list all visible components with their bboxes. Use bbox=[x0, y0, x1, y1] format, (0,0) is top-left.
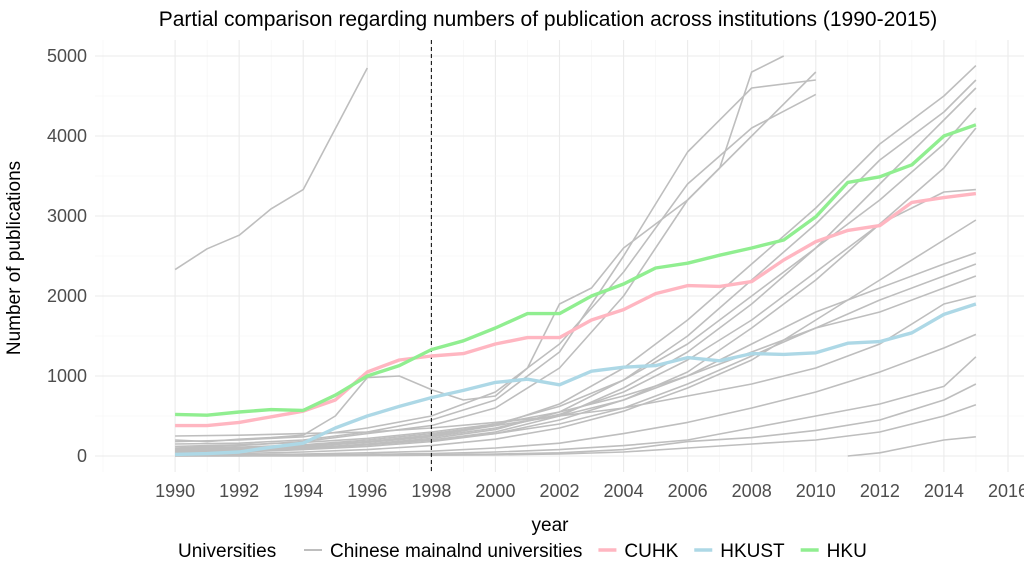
y-tick-label: 2000 bbox=[47, 286, 87, 306]
series-line-mainland bbox=[175, 65, 977, 452]
x-tick-label: 2014 bbox=[924, 481, 964, 501]
series-line-hkust bbox=[175, 302, 977, 457]
x-tick-label: 1994 bbox=[283, 481, 323, 501]
x-tick-label: 1998 bbox=[411, 481, 451, 501]
y-tick-label: 4000 bbox=[47, 126, 87, 146]
background-series-group bbox=[174, 55, 977, 457]
x-axis-label: year bbox=[532, 515, 570, 536]
series-line-hku bbox=[175, 123, 977, 417]
x-tick-label: 1992 bbox=[219, 481, 259, 501]
series-line-mainland bbox=[175, 93, 817, 443]
series-line-mainland bbox=[175, 127, 977, 455]
y-tick-label: 3000 bbox=[47, 206, 87, 226]
highlight-series-group bbox=[175, 123, 977, 457]
y-axis-label: Number of publications bbox=[4, 161, 25, 355]
series-line-mainland bbox=[175, 263, 977, 452]
grid-lines bbox=[95, 40, 1024, 472]
series-line-mainland bbox=[175, 404, 977, 457]
legend: Universities Chinese mainalnd universiti… bbox=[178, 541, 867, 562]
series-line-mainland bbox=[175, 333, 977, 456]
legend-title: Universities bbox=[178, 541, 276, 562]
series-line-mainland bbox=[175, 79, 816, 445]
y-axis-ticks: 0 1000 2000 3000 4000 5000 bbox=[47, 46, 87, 466]
series-line-mainland bbox=[175, 107, 977, 451]
series-line-mainland bbox=[175, 55, 785, 443]
series-line-mainland bbox=[175, 275, 977, 448]
legend-label: HKUST bbox=[720, 541, 785, 562]
series-line-mainland bbox=[174, 67, 369, 271]
x-tick-label: 2016 bbox=[988, 481, 1024, 501]
x-tick-label: 2002 bbox=[539, 481, 579, 501]
x-tick-label: 2006 bbox=[668, 481, 708, 501]
x-tick-label: 2004 bbox=[604, 481, 644, 501]
series-line-mainland bbox=[175, 219, 977, 456]
chart-title: Partial comparison regarding numbers of … bbox=[159, 8, 938, 31]
legend-label: Chinese mainalnd universities bbox=[330, 541, 582, 562]
x-tick-label: 1990 bbox=[155, 481, 195, 501]
x-axis-ticks: 1990 1992 1994 1996 1998 2000 2002 2004 2006 2008… bbox=[155, 481, 1024, 501]
x-tick-label: 1996 bbox=[347, 481, 387, 501]
y-tick-label: 1000 bbox=[47, 366, 87, 386]
x-tick-label: 2010 bbox=[796, 481, 836, 501]
legend-label: HKU bbox=[827, 541, 867, 562]
series-line-mainland bbox=[175, 87, 977, 454]
series-line-mainland bbox=[175, 252, 977, 450]
legend-label: CUHK bbox=[624, 541, 678, 562]
series-line-cuhk bbox=[175, 191, 977, 428]
y-tick-label: 0 bbox=[77, 446, 87, 466]
series-line-mainland bbox=[847, 436, 976, 457]
x-tick-label: 2000 bbox=[475, 481, 515, 501]
x-tick-label: 2008 bbox=[732, 481, 772, 501]
series-line-mainland bbox=[175, 295, 977, 437]
y-tick-label: 5000 bbox=[47, 46, 87, 66]
x-tick-label: 2012 bbox=[860, 481, 900, 501]
